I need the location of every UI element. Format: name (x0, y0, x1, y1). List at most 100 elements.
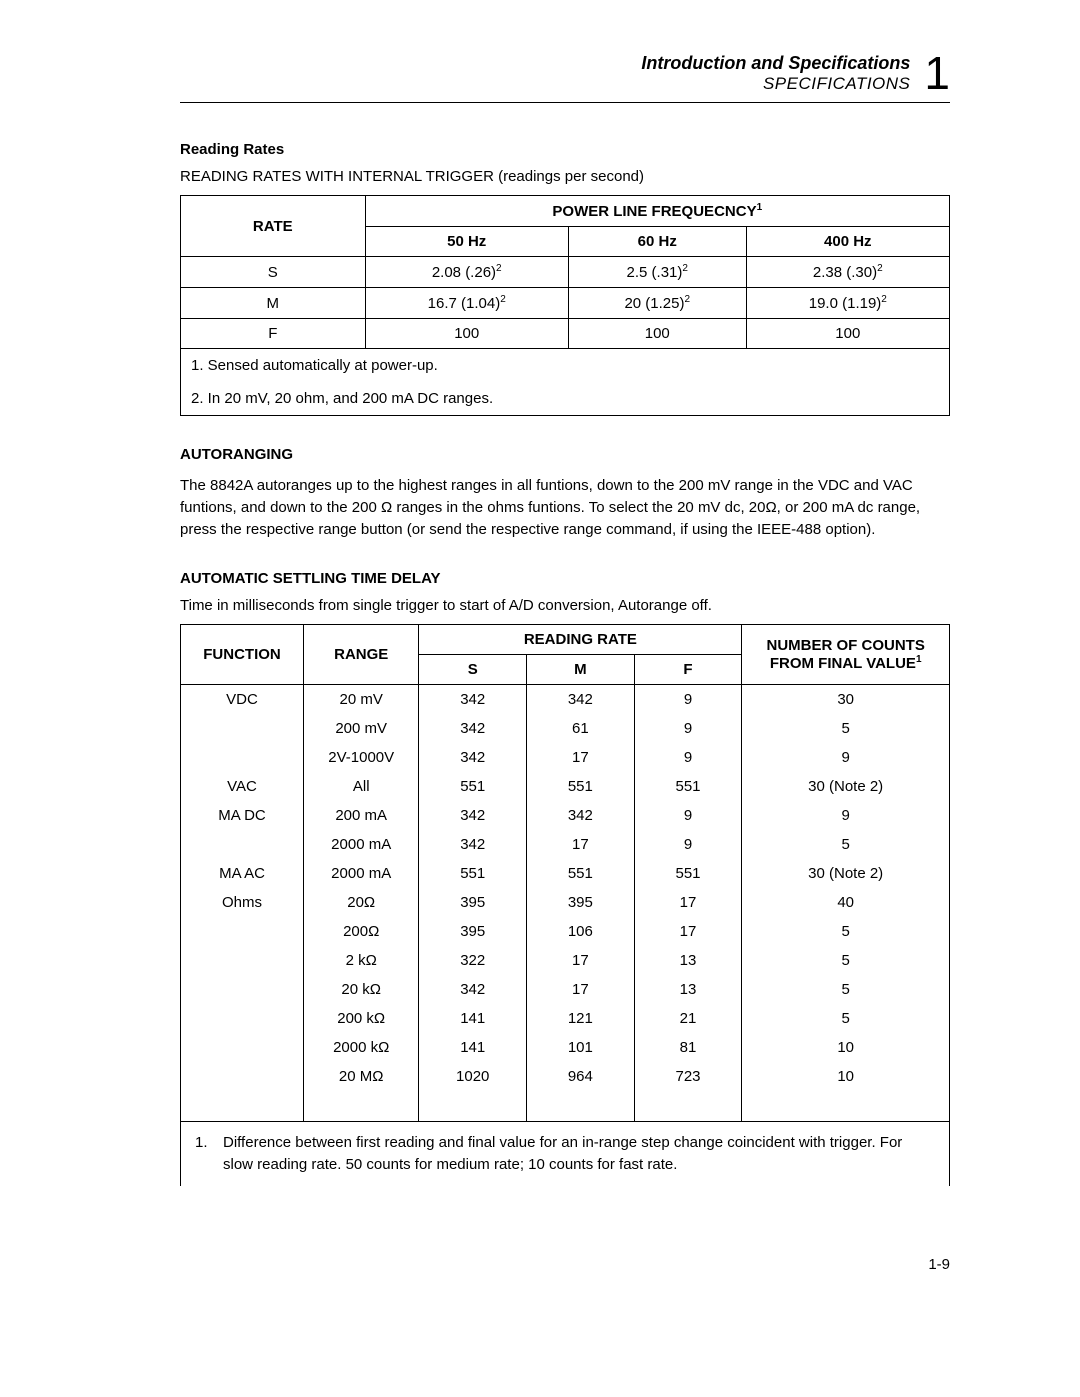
table-row: 2V-1000V3421799 (181, 743, 950, 772)
col-counts-line1: NUMBER OF COUNTS (767, 637, 925, 654)
table-cell: 81 (634, 1033, 742, 1062)
table-row: M16.7 (1.04)220 (1.25)219.0 (1.19)2 (181, 288, 950, 319)
table-cell: 9 (634, 743, 742, 772)
table-row: MA DC200 mA34234299 (181, 801, 950, 830)
table-cell: 17 (634, 917, 742, 946)
table-cell: 2 kΩ (304, 946, 419, 975)
table-cell: 9 (634, 801, 742, 830)
footnote-num: 1. (195, 1132, 223, 1176)
col-s: S (419, 655, 527, 685)
table-cell: 200 mV (304, 714, 419, 743)
table-cell: 342 (419, 714, 527, 743)
table-cell: 17 (527, 946, 635, 975)
table-row: MA AC2000 mA55155155130 (Note 2) (181, 859, 950, 888)
table-cell: 200 kΩ (304, 1004, 419, 1033)
table-cell: All (304, 772, 419, 801)
table-cell: 141 (419, 1033, 527, 1062)
table-cell: 20 mV (304, 685, 419, 715)
table-cell: 551 (527, 859, 635, 888)
superscript: 2 (685, 294, 691, 305)
table-cell: 141 (419, 1004, 527, 1033)
reading-rates-heading: Reading Rates (180, 141, 950, 158)
col-400hz: 400 Hz (746, 227, 949, 257)
table-cell: 9 (634, 714, 742, 743)
table-cell: 5 (742, 946, 950, 975)
table-cell: 551 (419, 859, 527, 888)
table-cell: 16.7 (1.04)2 (365, 288, 568, 319)
table-cell: 2V-1000V (304, 743, 419, 772)
table-row: VACAll55155155130 (Note 2) (181, 772, 950, 801)
col-function: FUNCTION (181, 625, 304, 685)
table-cell: 551 (419, 772, 527, 801)
table-cell (181, 975, 304, 1004)
header-text-block: Introduction and Specifications SPECIFIC… (641, 53, 910, 94)
table-cell: 20 kΩ (304, 975, 419, 1004)
table-cell (181, 714, 304, 743)
table-cell: 61 (527, 714, 635, 743)
table-cell: 30 (742, 685, 950, 715)
table-row: 200 mV3426195 (181, 714, 950, 743)
reading-rates-section: Reading Rates READING RATES WITH INTERNA… (180, 141, 950, 416)
table-cell: 5 (742, 1004, 950, 1033)
settling-caption: Time in milliseconds from single trigger… (180, 597, 950, 614)
table-row: 2000 mA3421795 (181, 830, 950, 859)
table-cell: 964 (527, 1062, 635, 1091)
table-cell (181, 743, 304, 772)
table-cell: 200 mA (304, 801, 419, 830)
table-cell: M (181, 288, 366, 319)
table-cell: 9 (634, 830, 742, 859)
table-cell: 342 (419, 743, 527, 772)
table-cell: 395 (419, 888, 527, 917)
table-header-row: RATE POWER LINE FREQUECNCY1 (181, 196, 950, 227)
table-cell: F (181, 319, 366, 349)
table-cell: 723 (634, 1062, 742, 1091)
table-cell: 1020 (419, 1062, 527, 1091)
table-row: 2000 kΩ1411018110 (181, 1033, 950, 1062)
col-60hz: 60 Hz (568, 227, 746, 257)
table-cell: 2000 mA (304, 830, 419, 859)
table-cell: 342 (527, 685, 635, 715)
table-cell: 2.38 (.30)2 (746, 257, 949, 288)
col-power-label: POWER LINE FREQUECNCY (552, 203, 756, 220)
note1: 1. Sensed automatically at power-up. (181, 349, 950, 383)
table-cell: 342 (419, 975, 527, 1004)
col-counts-sup: 1 (916, 654, 922, 665)
col-counts-line2: FROM FINAL VALUE (770, 655, 916, 672)
table-cell (181, 917, 304, 946)
col-rate: RATE (181, 196, 366, 257)
table-row: 20 kΩ34217135 (181, 975, 950, 1004)
table-row: S2.08 (.26)22.5 (.31)22.38 (.30)2 (181, 257, 950, 288)
col-f: F (634, 655, 742, 685)
table-cell: 9 (742, 801, 950, 830)
table-cell: 30 (Note 2) (742, 772, 950, 801)
superscript: 2 (496, 263, 502, 274)
table-cell: 100 (746, 319, 949, 349)
superscript: 2 (682, 263, 688, 274)
table-cell: 19.0 (1.19)2 (746, 288, 949, 319)
table-cell (181, 830, 304, 859)
col-counts: NUMBER OF COUNTS FROM FINAL VALUE1 (742, 625, 950, 685)
table-cell: 40 (742, 888, 950, 917)
table-cell: 30 (Note 2) (742, 859, 950, 888)
table-cell: 322 (419, 946, 527, 975)
superscript: 2 (877, 263, 883, 274)
reading-rates-caption: READING RATES WITH INTERNAL TRIGGER (rea… (180, 168, 950, 185)
table-cell: 342 (419, 830, 527, 859)
table-cell (181, 1004, 304, 1033)
table-row: 2 kΩ32217135 (181, 946, 950, 975)
table-cell: 9 (634, 685, 742, 715)
table-cell (181, 1062, 304, 1091)
reading-rates-table: RATE POWER LINE FREQUECNCY1 50 Hz 60 Hz … (180, 195, 950, 416)
table-cell: 20 (1.25)2 (568, 288, 746, 319)
table-row: 200Ω395106175 (181, 917, 950, 946)
settling-table: FUNCTION RANGE READING RATE NUMBER OF CO… (180, 624, 950, 1186)
page-header: Introduction and Specifications SPECIFIC… (180, 50, 950, 103)
table-cell: 121 (527, 1004, 635, 1033)
col-power-sup: 1 (757, 202, 763, 213)
table-cell: 10 (742, 1062, 950, 1091)
autoranging-text: The 8842A autoranges up to the highest r… (180, 475, 950, 540)
table-cell: 395 (527, 888, 635, 917)
table-cell: 17 (527, 830, 635, 859)
settling-heading: AUTOMATIC SETTLING TIME DELAY (180, 570, 950, 587)
autoranging-heading: AUTORANGING (180, 446, 950, 463)
